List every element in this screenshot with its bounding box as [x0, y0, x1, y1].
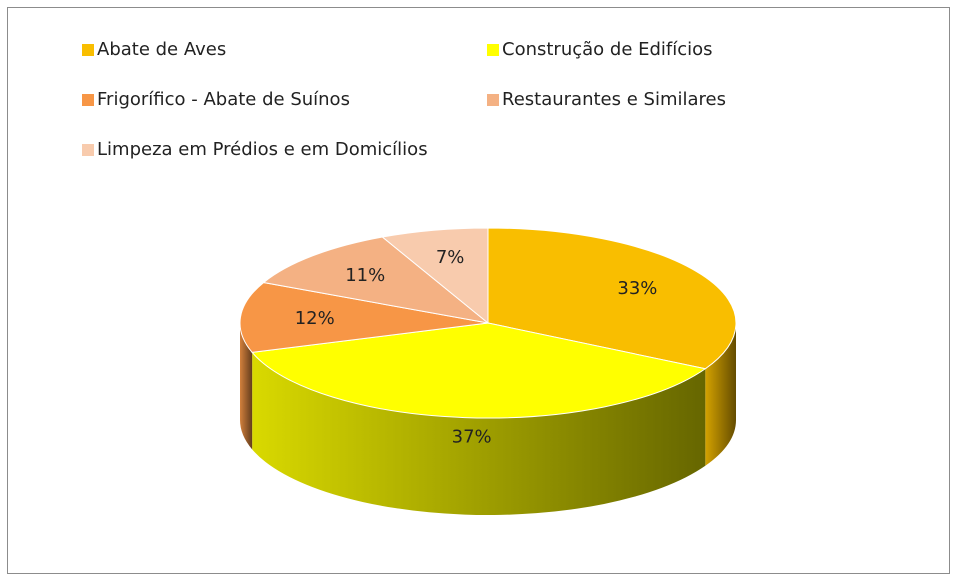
pie-side: [240, 323, 253, 450]
pie-side: [252, 352, 706, 516]
data-label: 37%: [452, 426, 492, 447]
legend-swatch: [82, 94, 94, 106]
pie-slice: [262, 236, 489, 324]
data-label: 11%: [345, 265, 385, 286]
legend-label: Frigorífico - Abate de Suínos: [97, 89, 350, 110]
legend-label: Limpeza em Prédios e em Domicílios: [97, 139, 428, 160]
data-label: 12%: [295, 308, 335, 329]
legend-swatch: [487, 94, 499, 106]
legend-label: Construção de Edifícios: [502, 39, 713, 60]
data-label: 7%: [436, 247, 465, 268]
legend-label: Abate de Aves: [97, 39, 226, 60]
legend-swatch: [82, 144, 94, 156]
legend-swatch: [82, 44, 94, 56]
data-label: 33%: [617, 278, 657, 299]
pie-side: [705, 323, 736, 466]
legend-swatch: [487, 44, 499, 56]
legend-label: Restaurantes e Similares: [502, 89, 726, 110]
pie-slice: [239, 282, 489, 353]
pie-slice: [487, 227, 737, 370]
pie-slice: [251, 322, 707, 419]
pie-slice: [381, 227, 489, 325]
